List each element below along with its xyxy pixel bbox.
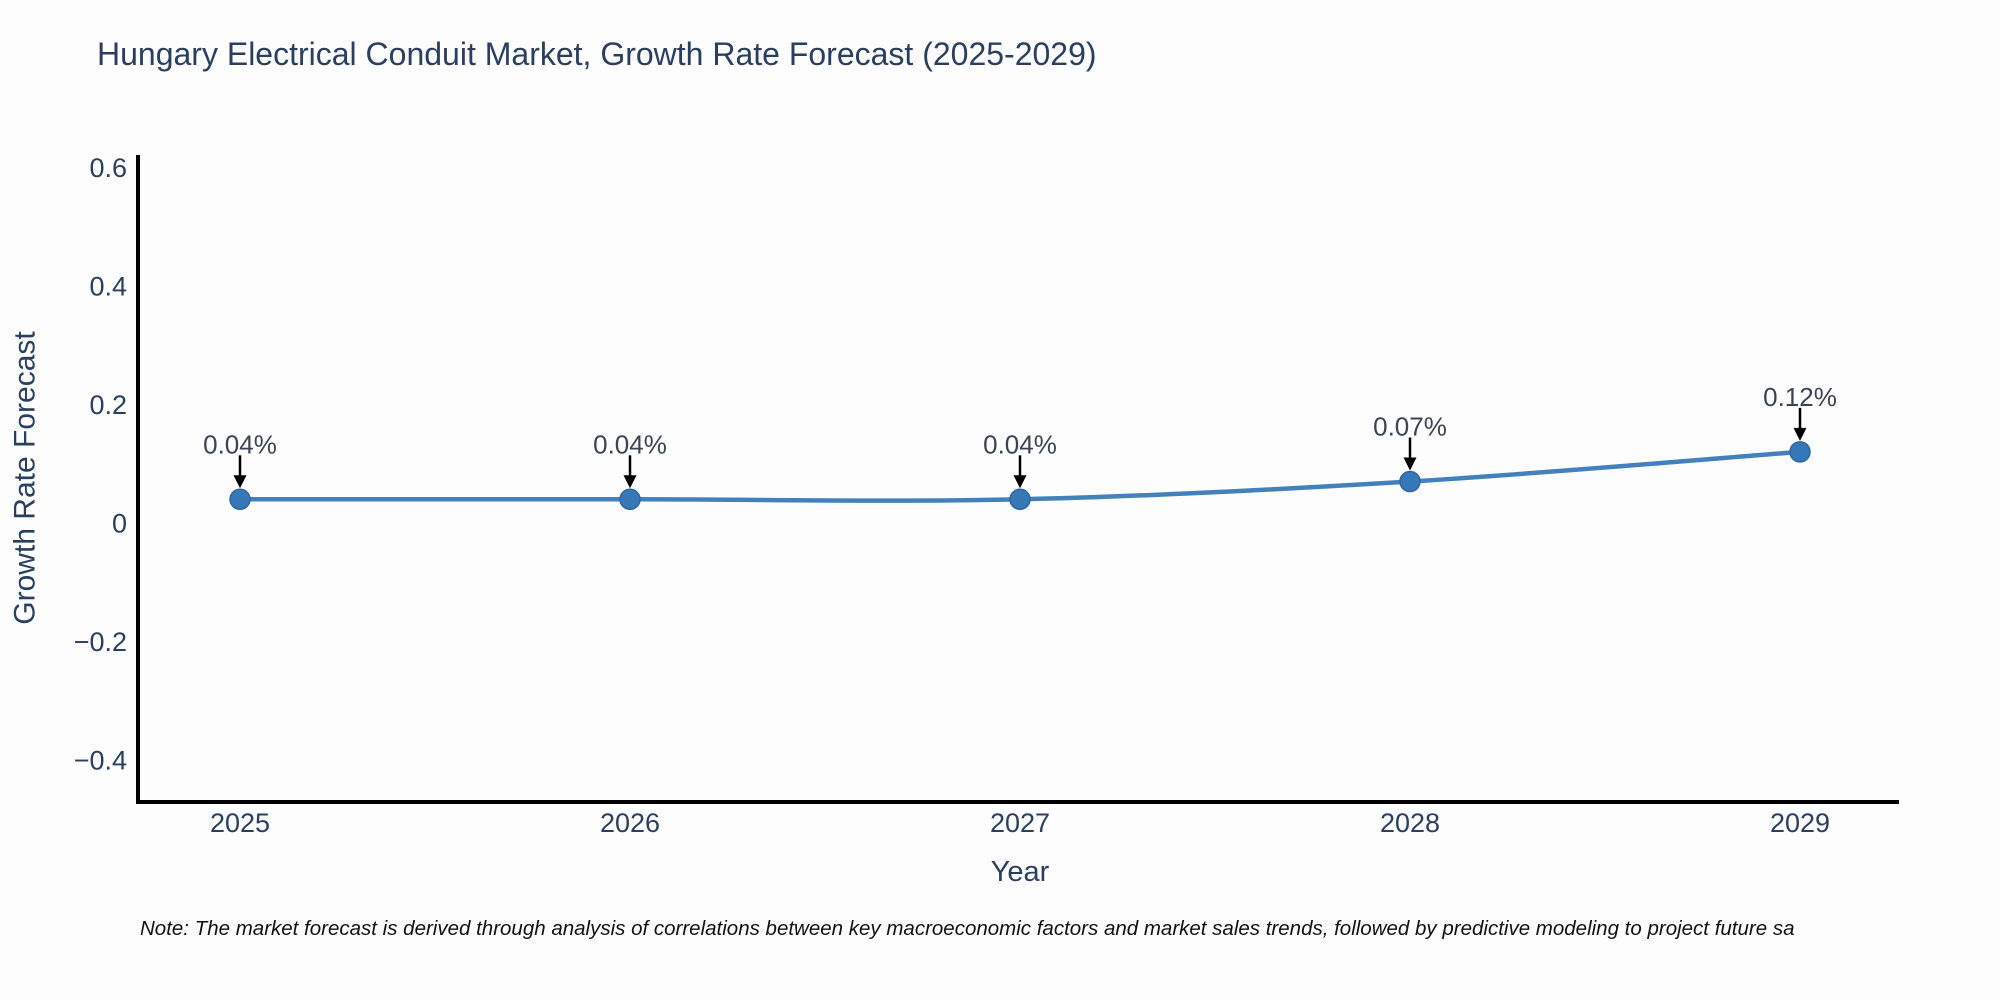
footnote: Note: The market forecast is derived thr… [140, 917, 1795, 940]
x-tick-label: 2025 [210, 808, 270, 838]
annotation-arrowhead-icon [1793, 427, 1807, 441]
y-axis-title: Growth Rate Forecast [9, 331, 42, 625]
annotation-arrowhead-icon [1013, 475, 1027, 489]
data-point-marker [1399, 470, 1421, 493]
annotation-arrowhead-icon [623, 475, 637, 489]
data-point-marker [619, 488, 641, 511]
y-tick-label: 0.6 [89, 153, 127, 183]
x-axis-title: Year [991, 856, 1050, 888]
point-value-label: 0.07% [1373, 412, 1447, 442]
point-value-label: 0.04% [983, 429, 1057, 459]
y-tick-label: 0 [112, 509, 127, 539]
data-point-marker [1789, 441, 1811, 463]
x-tick-label: 2029 [1770, 808, 1830, 838]
y-tick-label: 0.2 [89, 390, 127, 420]
x-tick-label: 2027 [990, 808, 1050, 838]
y-tick-label: −0.4 [74, 746, 127, 776]
data-point-marker [229, 488, 251, 511]
x-tick-label: 2028 [1380, 808, 1440, 838]
x-tick-label: 2026 [600, 808, 660, 838]
point-value-label: 0.12% [1763, 382, 1837, 412]
chart-title: Hungary Electrical Conduit Market, Growt… [97, 36, 1097, 72]
data-point-marker [1009, 488, 1031, 511]
point-value-label: 0.04% [203, 429, 277, 459]
annotation-arrowhead-icon [233, 475, 247, 489]
annotation-arrowhead-icon [1403, 457, 1417, 471]
y-tick-label: 0.4 [89, 272, 127, 302]
y-tick-label: −0.2 [74, 627, 127, 657]
point-value-label: 0.04% [593, 429, 667, 459]
